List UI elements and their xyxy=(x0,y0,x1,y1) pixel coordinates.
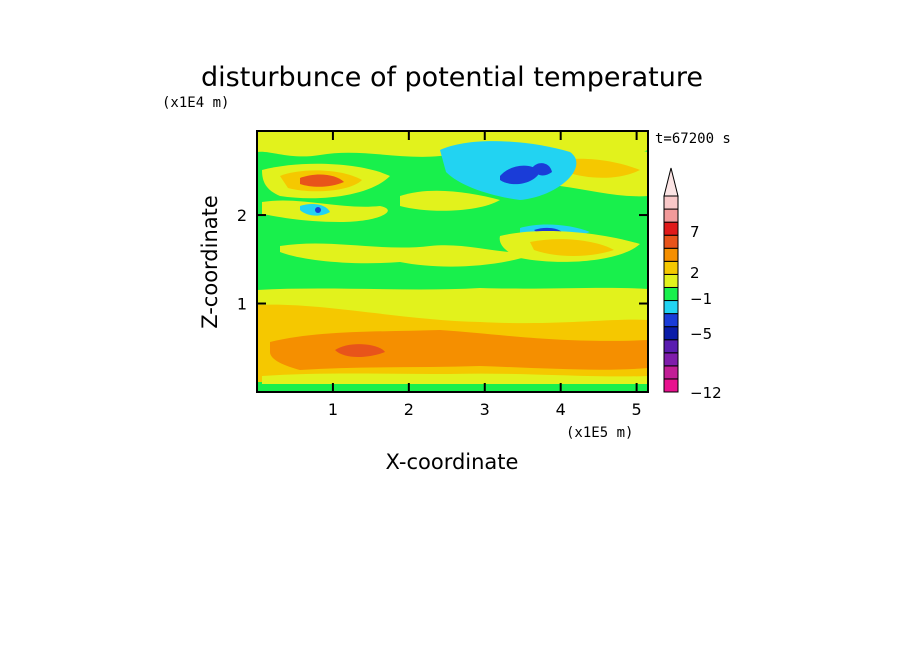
colorbar-label: −1 xyxy=(690,290,712,308)
colorbar-swatch xyxy=(663,208,679,223)
colorbar-swatch xyxy=(663,326,679,341)
y-unit-label: (x1E4 m) xyxy=(162,95,229,111)
colorbar-swatch xyxy=(663,221,679,236)
colorbar-swatch xyxy=(663,313,679,328)
time-label: t=67200 s xyxy=(655,131,731,147)
colorbar-extend-arrow xyxy=(663,167,679,197)
colorbar-label: −5 xyxy=(690,325,712,343)
colorbar-swatch xyxy=(663,247,679,262)
colorbar-swatch xyxy=(663,273,679,288)
x-tick-label: 1 xyxy=(328,400,338,419)
colorbar-swatch xyxy=(663,300,679,315)
x-unit-label: (x1E5 m) xyxy=(566,425,633,441)
y-axis: 12 xyxy=(237,206,648,314)
chart-title: disturbunce of potential temperature xyxy=(201,62,703,93)
x-tick-label: 2 xyxy=(404,400,414,419)
x-tick-label: 5 xyxy=(632,400,642,419)
x-axis-label: X-coordinate xyxy=(386,450,519,474)
y-axis-label: Z-coordinate xyxy=(198,195,222,329)
colorbar-swatch xyxy=(663,234,679,249)
colorbar-swatch xyxy=(663,339,679,354)
colorbar-swatch xyxy=(663,352,679,367)
plot-frame xyxy=(256,130,649,393)
colorbar-swatch xyxy=(663,286,679,302)
colorbar-swatch xyxy=(663,365,679,380)
colorbar-swatch xyxy=(663,260,679,275)
y-tick-label: 2 xyxy=(237,206,247,225)
x-tick-label: 4 xyxy=(556,400,566,419)
colorbar-label: 7 xyxy=(690,223,700,241)
contour-field xyxy=(257,131,648,392)
colorbar-swatch xyxy=(663,378,679,393)
colorbar-label: −12 xyxy=(690,384,722,402)
x-axis: 1 2 3 4 5 xyxy=(328,131,642,419)
y-tick-label: 1 xyxy=(237,295,247,314)
colorbar: −12−5−127 xyxy=(663,167,722,402)
colorbar-label: 2 xyxy=(690,264,700,282)
x-tick-label: 3 xyxy=(480,400,490,419)
colorbar-swatch xyxy=(663,195,679,210)
